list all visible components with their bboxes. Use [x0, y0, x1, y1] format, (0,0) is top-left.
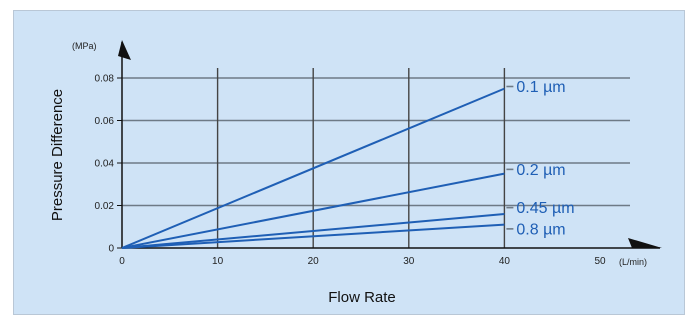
series-labels: 0.1 µm 0.2 µm 0.45 µm 0.8 µm: [506, 79, 575, 238]
y-tick-label: 0.02: [95, 201, 115, 212]
y-unit-label: (MPa): [72, 41, 97, 51]
y-tick-label: 0.08: [95, 74, 115, 85]
series-line: [121, 223, 505, 249]
x-tick-label: 30: [403, 256, 415, 267]
tick-labels: 0 0.02 0.04 0.06 0.08 0 10 20 30 40 50: [95, 74, 606, 268]
series-label: 0.2 µm: [516, 162, 565, 179]
x-tick-label: 40: [499, 256, 511, 267]
series-label: 0.1 µm: [516, 79, 565, 96]
x-tick-label: 0: [119, 256, 125, 267]
series-line: [121, 87, 505, 249]
x-axis-arrow: [628, 238, 662, 248]
series-label: 0.8 µm: [516, 221, 565, 238]
x-tick-label: 20: [308, 256, 320, 267]
y-tick-label: 0.04: [95, 159, 115, 170]
y-tick-label: 0.06: [95, 116, 115, 127]
y-axis-arrow: [118, 40, 131, 60]
series-line: [121, 172, 505, 249]
y-tick-label: 0: [108, 244, 114, 255]
series-label: 0.45 µm: [516, 200, 574, 217]
series-line: [121, 213, 505, 249]
x-unit-label: (L/min): [619, 257, 647, 267]
x-tick-label: 10: [212, 256, 224, 267]
series-lines: [121, 87, 505, 249]
axes: [118, 40, 662, 249]
x-tick-label: 50: [594, 256, 606, 267]
x-axis-title: Flow Rate: [328, 289, 396, 306]
y-axis-title: Pressure Difference: [49, 89, 66, 221]
grid-lines: [117, 68, 630, 249]
